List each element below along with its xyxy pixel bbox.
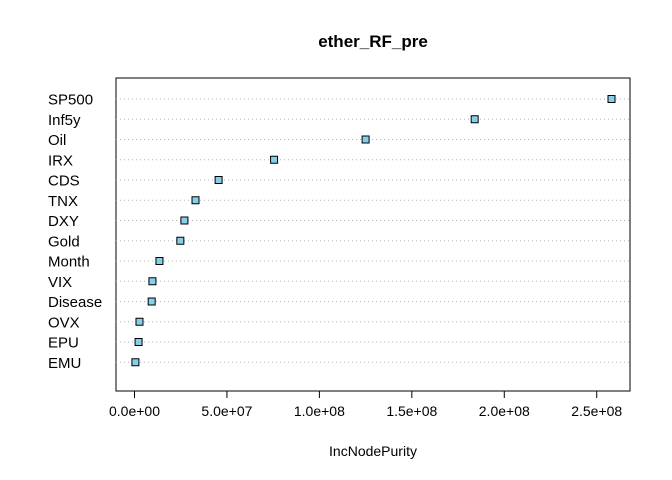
category-label: Month [48, 254, 90, 271]
grid-lines [116, 98, 630, 363]
category-label: EMU [48, 355, 81, 372]
data-point [148, 277, 157, 286]
data-point [135, 317, 144, 326]
category-label: OVX [48, 314, 80, 331]
x-tick-label: 1.5e+08 [386, 403, 437, 419]
category-label: Oil [48, 132, 66, 149]
data-point [470, 115, 479, 124]
category-label: SP500 [48, 92, 93, 109]
category-label: Gold [48, 233, 80, 250]
x-axis-label: IncNodePurity [329, 443, 417, 459]
category-label: VIX [48, 274, 72, 291]
data-points [131, 95, 616, 367]
x-tick-label: 0.0e+00 [109, 403, 160, 419]
x-tick-label: 5.0e+07 [201, 403, 252, 419]
data-point [361, 135, 370, 144]
data-point [155, 257, 164, 265]
data-point [607, 95, 616, 103]
category-label: Inf5y [48, 112, 81, 129]
data-point [214, 176, 223, 184]
category-label: IRX [48, 152, 73, 169]
x-tick-label: 1.0e+08 [294, 403, 345, 419]
x-axis: 0.0e+00 5.0e+07 1.0e+08 1.5e+08 2.0e+08 2.5e+… [109, 390, 622, 419]
data-point [180, 216, 189, 225]
plot-box [115, 77, 631, 392]
data-point [176, 236, 185, 245]
data-point [134, 338, 143, 346]
category-label: EPU [48, 335, 79, 352]
x-tick-label: 2.5e+08 [571, 403, 622, 419]
x-tick-label: 2.0e+08 [479, 403, 530, 419]
category-labels: SP500 Inf5y Oil IRX CDS TNX DXY Gold Month VIX Dis… [48, 92, 102, 372]
category-label: Disease [48, 294, 102, 311]
data-point [147, 297, 156, 306]
data-point [191, 196, 200, 205]
category-label: TNX [48, 193, 78, 210]
chart-title: ether_RF_pre [318, 32, 428, 51]
category-label: DXY [48, 213, 79, 230]
category-label: CDS [48, 173, 80, 190]
data-point [131, 358, 140, 367]
data-point [270, 155, 279, 164]
